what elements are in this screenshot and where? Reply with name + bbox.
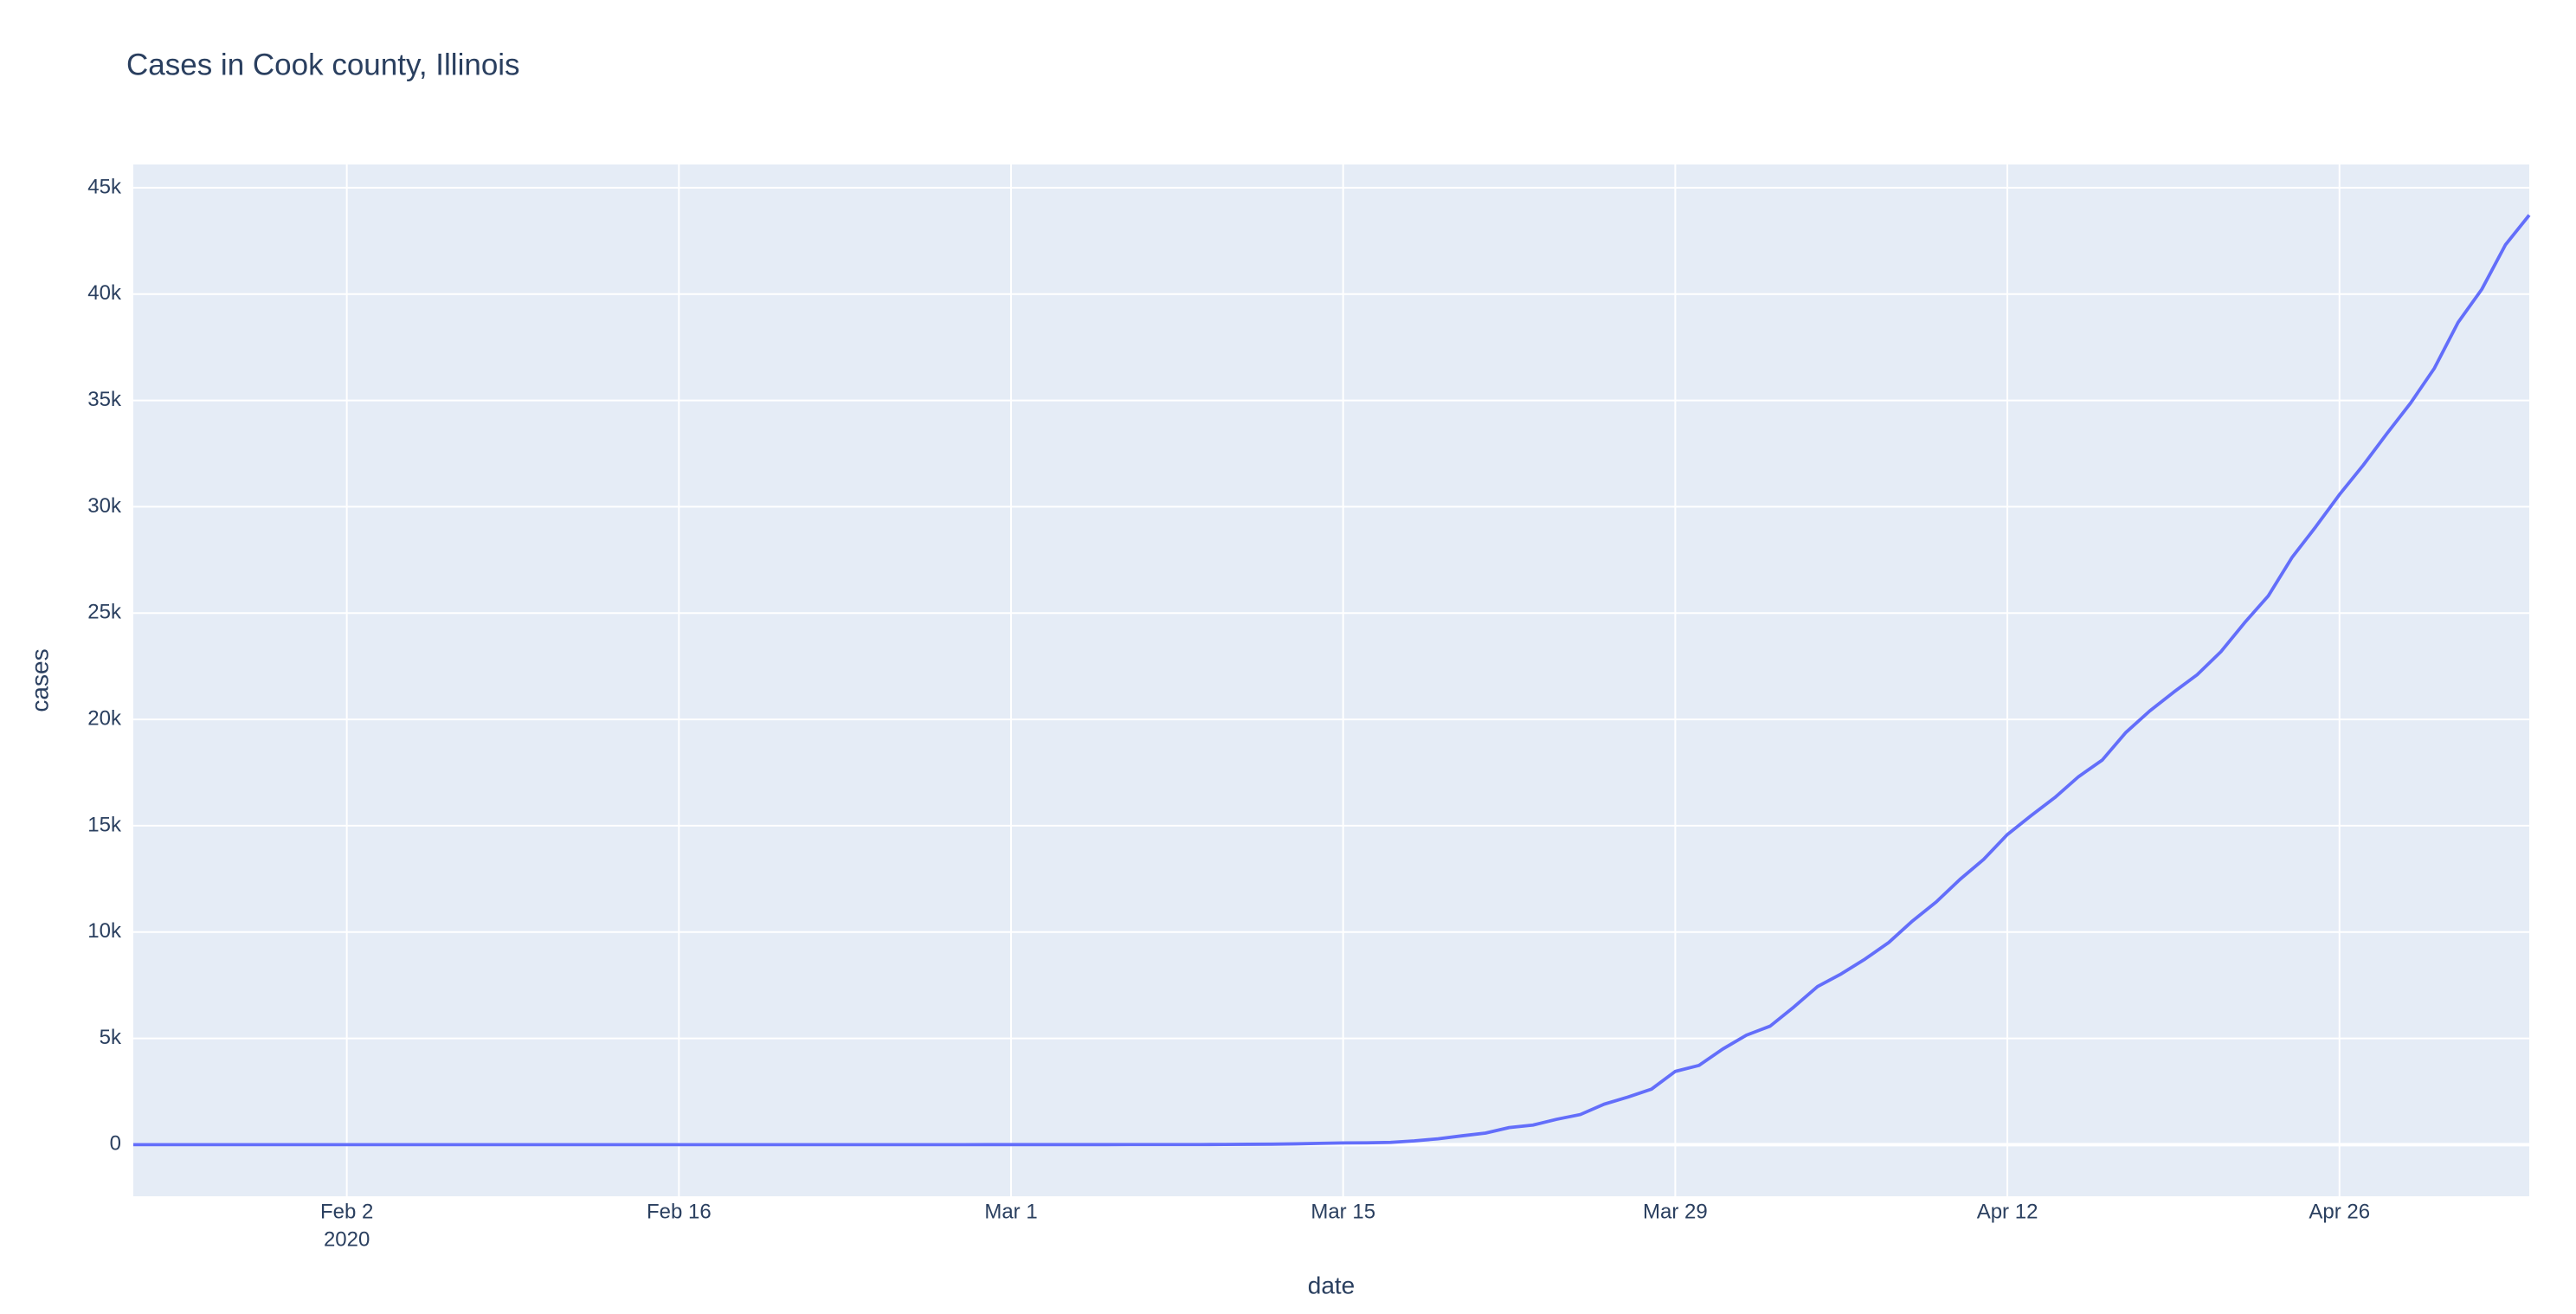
x-axis-title: date xyxy=(1308,1272,1356,1298)
x-tick-label: Feb 2 xyxy=(320,1200,373,1223)
x-tick-label: Apr 12 xyxy=(1977,1200,2038,1223)
x-tick-label: Feb 16 xyxy=(647,1200,712,1223)
y-tick-label: 40k xyxy=(87,281,122,305)
x-tick-label: Mar 1 xyxy=(984,1200,1037,1223)
x-tick-label: Mar 29 xyxy=(1643,1200,1708,1223)
x-year-label: 2020 xyxy=(324,1227,370,1251)
chart-title: Cases in Cook county, Illinois xyxy=(126,48,520,81)
y-tick-label: 30k xyxy=(87,494,122,518)
plot-background xyxy=(133,164,2529,1196)
y-tick-label: 5k xyxy=(100,1026,122,1049)
data-line xyxy=(133,214,2531,1147)
y-tick-label: 20k xyxy=(87,706,122,730)
y-tick-label: 15k xyxy=(87,813,122,836)
y-tick-label: 25k xyxy=(87,601,122,624)
y-axis-title: cases xyxy=(26,648,53,712)
x-tick-label: Apr 26 xyxy=(2309,1200,2370,1223)
y-tick-label: 45k xyxy=(87,175,122,198)
y-tick-label: 0 xyxy=(110,1132,121,1156)
x-tick-label: Mar 15 xyxy=(1311,1200,1375,1223)
y-tick-label: 10k xyxy=(87,919,122,943)
y-tick-label: 35k xyxy=(87,388,122,411)
